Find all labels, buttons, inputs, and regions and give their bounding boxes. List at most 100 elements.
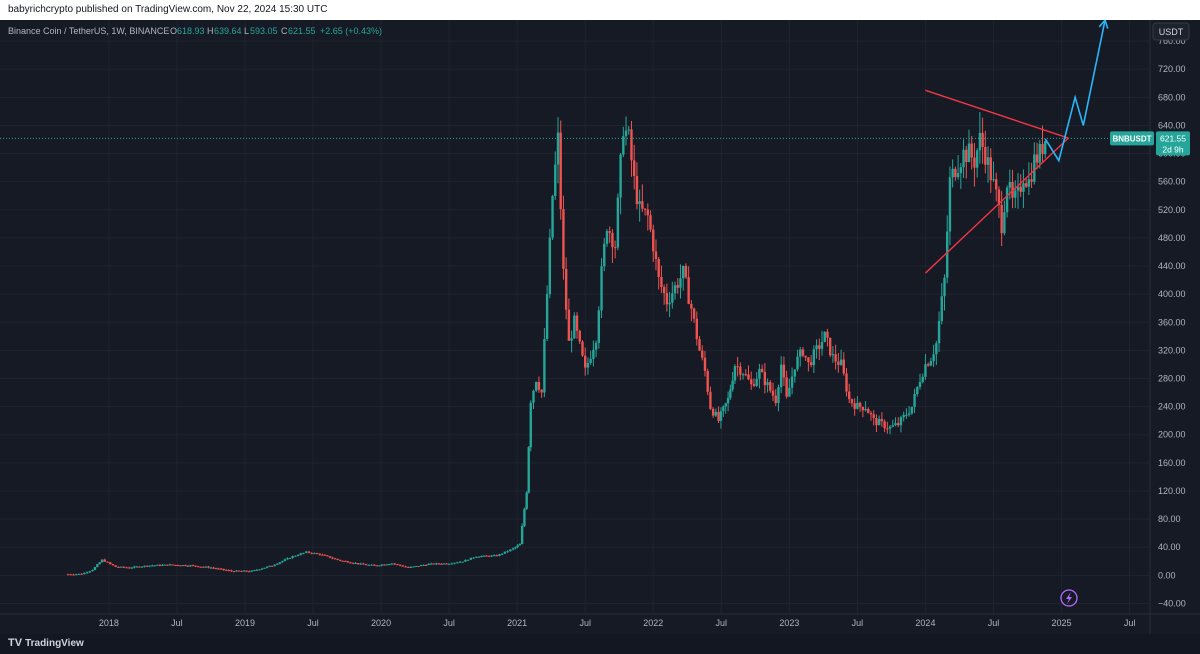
candle-body [726,397,730,404]
candle-body [760,368,764,373]
candle-body [619,154,622,198]
candle-body [660,276,663,288]
candle-body [888,426,892,429]
candle-body [883,421,886,429]
candle-body [514,547,517,549]
candle-body [918,381,922,387]
candle-body [209,567,213,569]
candle-body [1038,143,1041,163]
candle-body [442,563,446,565]
time-axis[interactable]: 2018 Jul 2019 Jul 2020 Jul 2021 Jul 2022 Jul 2023 J… [0,613,1200,628]
x-tick-label: 2020 [371,618,391,628]
candle-body [419,565,423,567]
candle-body [673,285,677,294]
candle-body [662,287,666,294]
y-tick-label: 640.00 [1158,120,1186,130]
legend-close: 621.55 [288,26,316,36]
candle-body [1044,141,1047,155]
candle-body [965,149,968,163]
candle-body [880,418,884,422]
tradingview-logo[interactable]: TV TradingView [8,637,84,649]
candle-body [217,568,220,570]
candle-body [424,564,428,566]
chart-area[interactable]: −40.00 0.00 40.00 80.00 120.00 160.00 200.00 24… [0,18,1200,634]
candle-body [477,556,481,558]
currency-badge[interactable]: USDT [1152,22,1190,41]
candle-body [1003,212,1006,234]
candle-body [212,567,215,569]
candle-body [527,447,530,493]
candle-body [227,570,231,572]
y-tick-label: 360.00 [1158,317,1186,327]
candle-body [194,565,197,567]
candle-body [959,167,963,174]
candle-body [140,566,144,568]
candle-body [373,564,376,566]
candle-body [518,544,522,546]
candle-body [458,561,462,563]
candle-body [856,402,859,409]
candle-body [785,377,788,397]
candle-body [646,209,650,216]
candle-body [548,237,552,295]
candle-body [396,564,399,566]
candle-body [354,563,357,565]
legend-c-label: C [281,26,288,36]
candle-body [684,265,688,278]
candle-body [196,566,200,568]
publisher-line: babyrichcrypto published on TradingView.… [8,4,328,15]
candle-body [516,545,519,548]
candle-body [729,389,732,398]
candle-body [554,164,557,197]
candle-body [929,361,933,366]
candle-body [253,570,256,572]
candle-body [339,559,342,561]
candle-body [741,374,745,376]
candle-body [435,563,438,565]
candle-body [404,566,407,568]
candle-body [1014,190,1017,198]
candle-body [288,557,292,559]
candle-body [897,423,900,426]
y-tick-label: 480.00 [1158,233,1186,243]
candle-body [899,417,903,426]
candle-body [351,562,355,564]
price-chart[interactable]: −40.00 0.00 40.00 80.00 120.00 160.00 200.00 24… [0,18,1200,634]
candle-body [886,428,889,430]
candle-body [733,366,737,381]
candle-body [523,508,526,526]
candle-body [440,563,443,565]
candle-body [225,569,228,571]
candles [66,112,1047,576]
candle-body [321,554,324,556]
candle-body [913,394,916,407]
candle-body [310,552,313,554]
candle-body [649,215,652,230]
candle-body [711,408,715,416]
candle-body [924,364,927,377]
candle-body [600,266,603,311]
candle-body [367,564,371,566]
candle-body [624,130,628,137]
candle-body [85,572,89,574]
candle-body [80,573,83,575]
candle-body [232,571,236,573]
lightning-icon[interactable] [1060,589,1078,607]
candle-body [722,406,725,412]
candle-body [769,382,772,391]
candle-body [250,570,253,572]
price-tag-countdown: 2d 9h [1162,144,1184,154]
currency-label: USDT [1159,27,1184,37]
y-tick-label: 560.00 [1158,177,1186,187]
triangle-upper-line [925,89,1069,139]
candle-body [630,129,633,161]
price-axis[interactable]: −40.00 0.00 40.00 80.00 120.00 160.00 200.00 24… [1149,20,1200,634]
price-axis-bg [1150,20,1200,634]
candle-body [564,268,568,310]
candle-body [845,373,848,392]
candle-body [967,143,971,163]
candle-body [333,558,337,560]
candle-body [706,370,709,392]
candle-body [237,570,241,572]
candle-body [235,570,238,572]
